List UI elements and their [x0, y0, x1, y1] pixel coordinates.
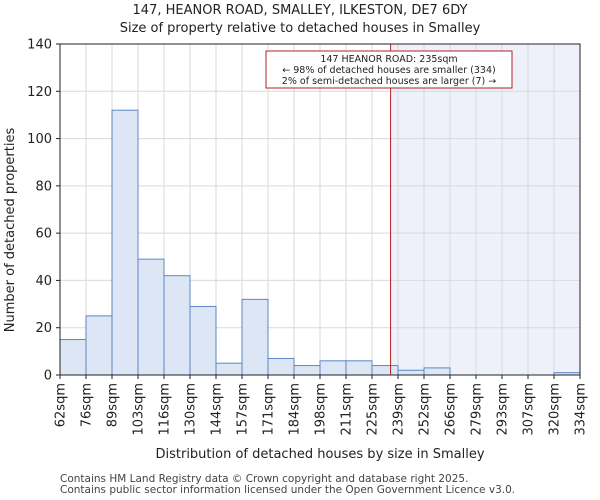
- histogram-bar: [85, 315, 113, 376]
- y-tick-label: 80: [35, 179, 52, 194]
- histogram-bar: [59, 339, 87, 376]
- x-tick-label: 266sqm: [444, 383, 459, 436]
- histogram-bar: [189, 305, 217, 376]
- annotation-line: ← 98% of detached houses are smaller (33…: [282, 65, 495, 76]
- x-tick-label: 184sqm: [288, 383, 303, 436]
- larger-region-highlight: [390, 44, 580, 375]
- histogram-bar: [319, 360, 347, 376]
- histogram-bar: [397, 369, 425, 376]
- annotation-line: 147 HEANOR ROAD: 235sqm: [320, 54, 457, 65]
- y-tick-label: 0: [44, 369, 52, 384]
- x-tick-label: 239sqm: [392, 383, 407, 436]
- y-tick-label: 20: [35, 321, 52, 336]
- y-tick-label: 60: [35, 227, 52, 242]
- annotation-box: [265, 50, 513, 89]
- x-tick-label: 89sqm: [106, 383, 121, 427]
- histogram-bar: [345, 360, 373, 376]
- footer-attribution-line-1: Contains HM Land Registry data © Crown c…: [60, 473, 469, 485]
- x-tick-label: 307sqm: [522, 383, 537, 436]
- chart-title: 147, HEANOR ROAD, SMALLEY, ILKESTON, DE7…: [132, 3, 468, 18]
- footer-attribution-line-2: Contains public sector information licen…: [60, 484, 516, 496]
- histogram-bar: [163, 275, 191, 376]
- histogram-bar: [215, 362, 243, 376]
- x-tick-label: 103sqm: [132, 383, 147, 436]
- histogram-bar: [293, 365, 321, 376]
- histogram-bar: [111, 109, 139, 376]
- x-tick-label: 76sqm: [80, 383, 95, 427]
- histogram-bar: [423, 367, 451, 376]
- y-axis-label: Number of detached properties: [3, 128, 18, 333]
- x-tick-label: 130sqm: [184, 383, 199, 436]
- x-tick-label: 198sqm: [314, 383, 329, 436]
- annotation-line: 2% of semi-detached houses are larger (7…: [282, 76, 496, 87]
- x-tick-label: 116sqm: [158, 383, 173, 436]
- histogram-bar: [137, 258, 165, 376]
- x-axis-label: Distribution of detached houses by size …: [155, 447, 484, 462]
- x-tick-label: 171sqm: [262, 383, 277, 436]
- histogram-bar: [267, 357, 295, 376]
- y-tick-label: 120: [27, 85, 52, 100]
- x-tick-label: 157sqm: [236, 383, 251, 436]
- y-tick-label: 40: [35, 274, 52, 289]
- chart-subtitle: Size of property relative to detached ho…: [119, 21, 481, 36]
- x-tick-label: 334sqm: [574, 383, 589, 436]
- x-tick-label: 293sqm: [496, 383, 511, 436]
- histogram-bar: [241, 298, 269, 376]
- x-tick-label: 252sqm: [418, 383, 433, 436]
- x-tick-label: 279sqm: [470, 383, 485, 436]
- x-tick-label: 320sqm: [548, 383, 563, 436]
- y-tick-label: 140: [27, 38, 52, 53]
- x-tick-label: 62sqm: [54, 383, 69, 427]
- x-tick-label: 225sqm: [366, 383, 381, 436]
- x-tick-label: 211sqm: [340, 383, 355, 436]
- x-tick-label: 144sqm: [210, 383, 225, 436]
- y-tick-label: 100: [27, 132, 52, 147]
- histogram-bar: [371, 365, 399, 376]
